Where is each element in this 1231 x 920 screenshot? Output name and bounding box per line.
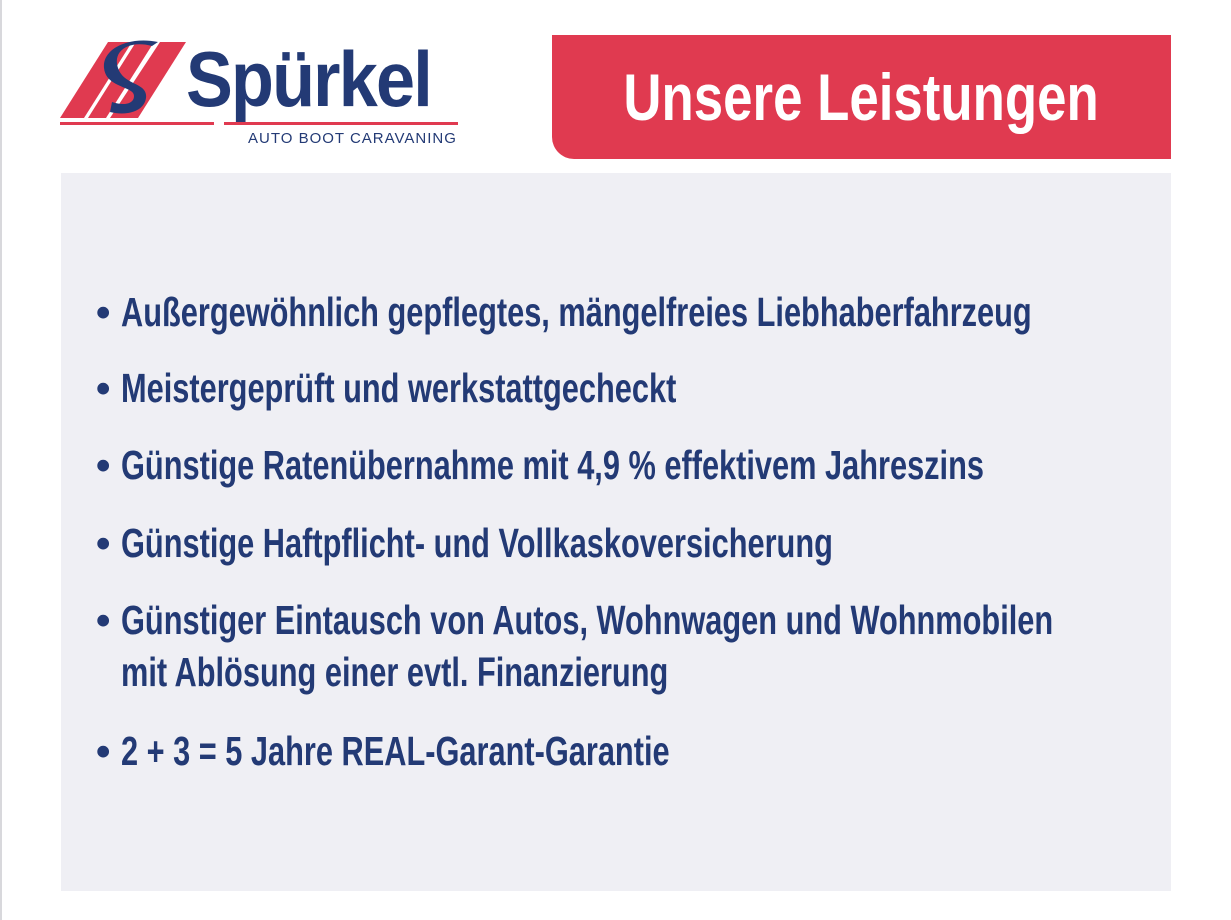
- service-item: • 2 + 3 = 5 Jahre REAL-Garant-Garantie: [96, 728, 670, 774]
- service-text: Günstiger Eintausch von Autos, Wohnwagen…: [121, 597, 1054, 643]
- service-text: Meistergeprüft und werkstattgecheckt: [121, 365, 677, 411]
- services-panel: • Außergewöhnlich gepflegtes, mängelfreie…: [61, 173, 1171, 891]
- logo-tagline: AUTO BOOT CARAVANING: [248, 130, 457, 147]
- page-title: Unsere Leistungen: [623, 60, 1100, 134]
- logo-rule-left: [60, 122, 214, 125]
- logo-s-mark-icon: [60, 40, 186, 118]
- service-text: Günstige Ratenübernahme mit 4,9 % effekt…: [121, 442, 984, 488]
- service-item: • Außergewöhnlich gepflegtes, mängelfreie…: [96, 289, 1032, 335]
- service-text: Günstige Haftpflicht- und Vollkaskoversi…: [121, 520, 833, 566]
- service-text-continued: mit Ablösung einer evtl. Finanzierung: [121, 649, 669, 695]
- service-text: 2 + 3 = 5 Jahre REAL-Garant-Garantie: [121, 728, 670, 774]
- title-banner: Unsere Leistungen: [552, 35, 1171, 159]
- service-item: • Günstige Haftpflicht- und Vollkaskovers…: [96, 520, 833, 566]
- logo-wordmark: Spürkel: [186, 35, 433, 123]
- service-item: • Meistergeprüft und werkstattgecheckt: [96, 365, 677, 411]
- page-edge: [0, 0, 2, 920]
- service-text: Außergewöhnlich gepflegtes, mängelfreies…: [121, 289, 1032, 335]
- service-item: • Günstige Ratenübernahme mit 4,9 % effek…: [96, 442, 984, 488]
- logo-rule-right: [224, 122, 458, 125]
- service-item: • Günstiger Eintausch von Autos, Wohnwage…: [96, 597, 1231, 700]
- brand-logo: Spürkel AUTO BOOT CARAVANING: [60, 35, 460, 153]
